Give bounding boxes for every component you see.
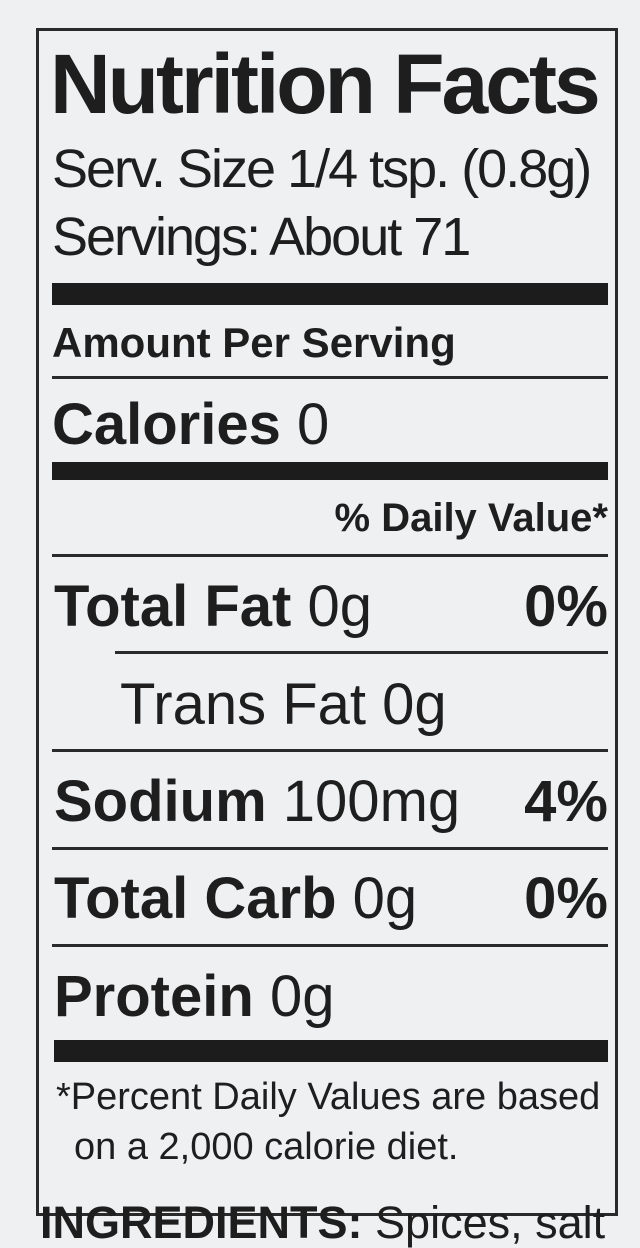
divider (52, 944, 608, 947)
divider (52, 847, 608, 850)
nutrient-label: Total Carb (54, 866, 337, 931)
nutrition-facts-panel (36, 28, 618, 1216)
nutrient-label: Total Fat (54, 574, 292, 639)
nutrient-label: Protein (54, 964, 254, 1029)
divider (52, 376, 608, 379)
divider (52, 554, 608, 557)
nutrient-amount: 0g (382, 672, 447, 737)
title: Nutrition Facts (50, 37, 601, 131)
nutrient-label: Sodium (54, 769, 267, 834)
nutrient-amount: 0g (269, 964, 335, 1029)
thick-divider (52, 283, 608, 305)
nutrient-dv: 0% (524, 866, 608, 931)
nutrient-label: Trans Fat (120, 672, 367, 737)
calories-label: Calories (52, 392, 281, 457)
nutrient-amount: 0g (352, 866, 418, 931)
amount-per-serving: Amount Per Serving (52, 319, 456, 366)
divider (115, 651, 608, 654)
nutrient-row-total-carb: Total Carb 0g (54, 870, 417, 928)
nutrient-row-trans-fat: Trans Fat 0g (120, 676, 447, 734)
divider (52, 749, 608, 752)
daily-value-header: % Daily Value* (334, 496, 608, 540)
nutrient-dv: 0% (524, 574, 608, 639)
ingredients-label: INGREDIENTS: (40, 1197, 363, 1248)
nutrient-amount: 0g (307, 574, 372, 639)
serving-size: Serv. Size 1/4 tsp. (0.8g) (52, 139, 592, 199)
ingredients: INGREDIENTS: Spices, salt (40, 1200, 605, 1245)
nutrient-row-total-fat: Total Fat 0g (54, 578, 372, 636)
nutrient-amount: 100mg (282, 769, 461, 834)
calories-value: 0 (297, 392, 330, 457)
nutrient-dv: 4% (524, 769, 608, 834)
thick-divider (52, 462, 608, 480)
footnote-line-1: *Percent Daily Values are based (56, 1076, 601, 1118)
footnote-line-2: on a 2,000 calorie diet. (74, 1126, 459, 1168)
thick-divider (54, 1040, 608, 1062)
ingredients-text: Spices, salt (375, 1197, 606, 1248)
nutrient-row-protein: Protein 0g (54, 968, 334, 1026)
servings-per-container: Servings: About 71 (52, 207, 471, 267)
nutrient-row-sodium: Sodium 100mg (54, 773, 460, 831)
calories-row: Calories 0 (52, 396, 329, 454)
